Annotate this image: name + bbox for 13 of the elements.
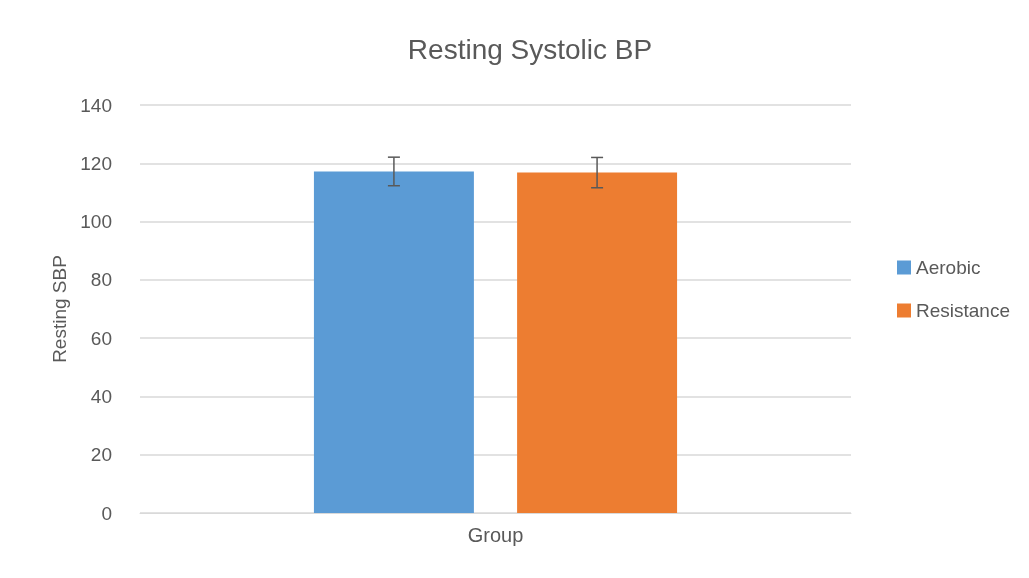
y-tick-label: 40 [90, 385, 112, 407]
y-tick-label: 120 [80, 152, 112, 174]
y-axis-title: Resting SBP [49, 255, 71, 363]
x-tick-label: Group [467, 524, 524, 546]
y-tick-label: 20 [90, 444, 112, 466]
legend-label: Aerobic [916, 257, 981, 278]
y-tick-label: 60 [90, 327, 112, 349]
chart-title: Resting Systolic BP [407, 33, 653, 65]
y-tick-label: 100 [80, 211, 112, 233]
y-tick-label: 0 [101, 502, 112, 524]
y-tick-label: 80 [90, 269, 112, 291]
y-tick-label: 140 [80, 94, 112, 116]
legend-label: Resistance [916, 300, 1011, 321]
